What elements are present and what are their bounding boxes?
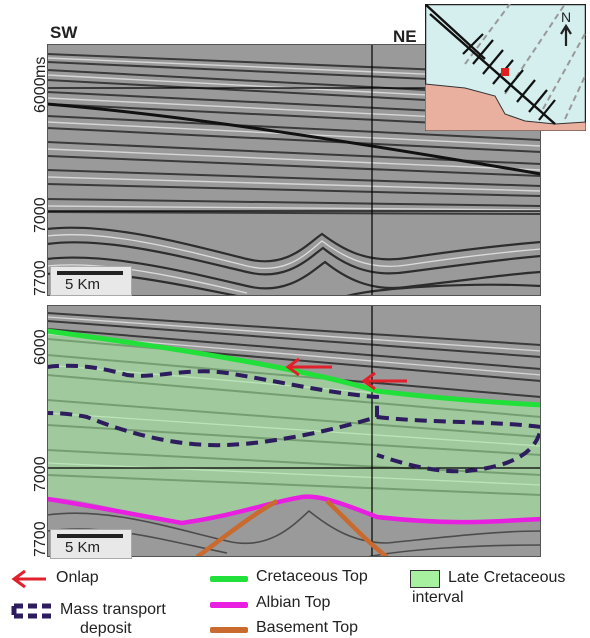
ne-label: NE — [393, 27, 417, 46]
late-cretaceous-swatch — [410, 570, 440, 588]
scale-label-bottom: 5 Km — [65, 539, 101, 556]
legend-albian-top: Albian Top — [210, 594, 330, 612]
cretaceous-top-swatch — [210, 576, 248, 582]
tick-top-7000: 7000 — [32, 197, 49, 233]
legend-mass-transport-line1: Mass transport — [60, 601, 166, 618]
legend-basement-top-label: Basement Top — [256, 619, 358, 636]
legend-albian-top-label: Albian Top — [256, 594, 331, 611]
legend-cretaceous-top: Cretaceous Top — [210, 568, 368, 586]
tick-bottom-6000: 6000 — [32, 329, 49, 365]
onlap-arrow-2 — [361, 371, 407, 391]
scale-label-top: 5 Km — [65, 276, 101, 293]
legend-onlap-label: Onlap — [56, 569, 99, 586]
albian-top-swatch — [210, 602, 248, 608]
legend-cretaceous-top-label: Cretaceous Top — [256, 568, 368, 585]
tick-top-6000: 6000 — [32, 77, 49, 113]
scale-bar-top: 5 Km — [50, 266, 132, 296]
cretaceous-top-horizon — [47, 328, 541, 408]
inset-location-map: N — [425, 4, 586, 131]
north-arrow-label: N — [561, 9, 571, 25]
legend-mass-transport: Mass transport deposit — [10, 600, 166, 638]
seismic-panel-bottom — [47, 305, 541, 557]
north-arrow-icon — [560, 23, 572, 46]
mass-transport-deposit-lower — [376, 415, 541, 474]
albian-top-horizon — [47, 494, 541, 526]
onlap-arrow-1 — [285, 357, 332, 377]
basement-top-horizon — [195, 499, 389, 557]
legend-mass-transport-line2: deposit — [80, 620, 132, 637]
survey-location-marker — [501, 68, 509, 76]
legend-late-cretaceous-line1: Late Cretaceous — [448, 569, 566, 586]
scale-bar-bottom: 5 Km — [50, 529, 132, 559]
legend-onlap: Onlap — [10, 569, 99, 589]
sw-label: SW — [50, 23, 78, 42]
tick-top-7700: 7700 — [32, 260, 49, 296]
legend-late-cretaceous: Late Cretaceous interval — [410, 568, 565, 608]
unit-label: ms — [32, 56, 49, 78]
tick-bottom-7700: 7700 — [32, 521, 49, 557]
legend-basement-top: Basement Top — [210, 619, 358, 637]
mass-transport-deposit-upper — [47, 363, 379, 448]
onlap-arrow-icon — [11, 569, 46, 589]
late-cretaceous-interval-fill — [47, 329, 541, 523]
mass-transport-icon — [11, 603, 52, 619]
basement-top-swatch — [210, 627, 248, 633]
tick-bottom-7000: 7000 — [32, 456, 49, 492]
legend-late-cretaceous-line2: interval — [412, 589, 464, 606]
